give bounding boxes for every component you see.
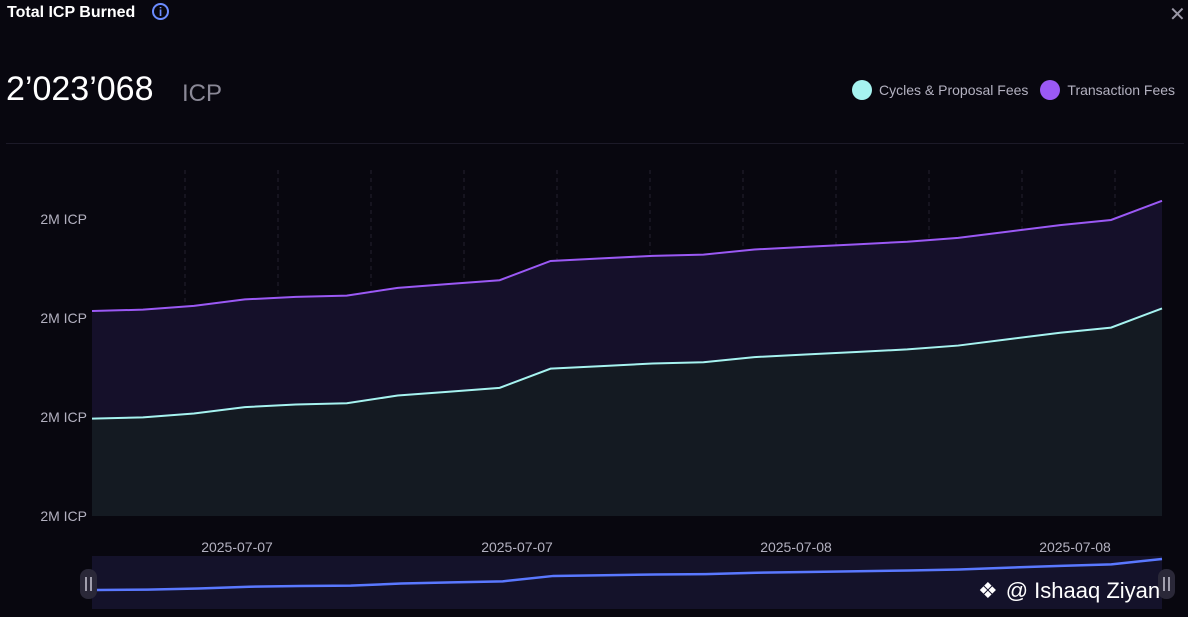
watermark-text: @ Ishaaq Ziyan [1005, 578, 1161, 603]
navigator-background [92, 556, 1162, 609]
navigator-handle-left [80, 569, 97, 599]
y-tick-label: 2M ICP [40, 310, 87, 326]
legend-item-cycles[interactable]: Cycles & Proposal Fees [852, 80, 1028, 100]
total-value: 2’023’068 [6, 70, 154, 108]
total-unit: ICP [182, 80, 223, 107]
navigator-handle-right [1158, 569, 1175, 599]
legend-label-cycles: Cycles & Proposal Fees [879, 82, 1029, 98]
x-tick-label: 2025-07-08 [760, 539, 832, 555]
y-tick-label: 2M ICP [40, 211, 87, 227]
legend-item-transaction[interactable]: Transaction Fees [1040, 80, 1175, 100]
legend: Cycles & Proposal Fees Transaction Fees [852, 80, 1187, 100]
series-area-cycles [92, 308, 1162, 516]
header-divider [6, 143, 1184, 144]
series-line-cycles [91, 307, 1163, 420]
legend-label-transaction: Transaction Fees [1067, 82, 1176, 98]
legend-dot-cycles [852, 80, 872, 100]
series-line-transaction [91, 199, 1163, 312]
chart-title: Total ICP Burned [7, 4, 136, 21]
series-area-transaction [92, 200, 1162, 419]
y-tick-label: 2M ICP [40, 409, 87, 425]
x-tick-label: 2025-07-07 [201, 539, 273, 555]
y-tick-label: 2M ICP [40, 508, 87, 524]
close-icon[interactable]: ✕ [1169, 4, 1186, 26]
navigator-line [96, 557, 1163, 592]
x-tick-label: 2025-07-07 [481, 539, 553, 555]
x-tick-label: 2025-07-08 [1039, 539, 1111, 555]
legend-dot-transaction [1040, 80, 1061, 100]
watermark: ❖ @ Ishaaq Ziyan [978, 578, 1160, 604]
info-icon[interactable]: i [152, 3, 169, 20]
binance-icon: ❖ [978, 578, 998, 603]
